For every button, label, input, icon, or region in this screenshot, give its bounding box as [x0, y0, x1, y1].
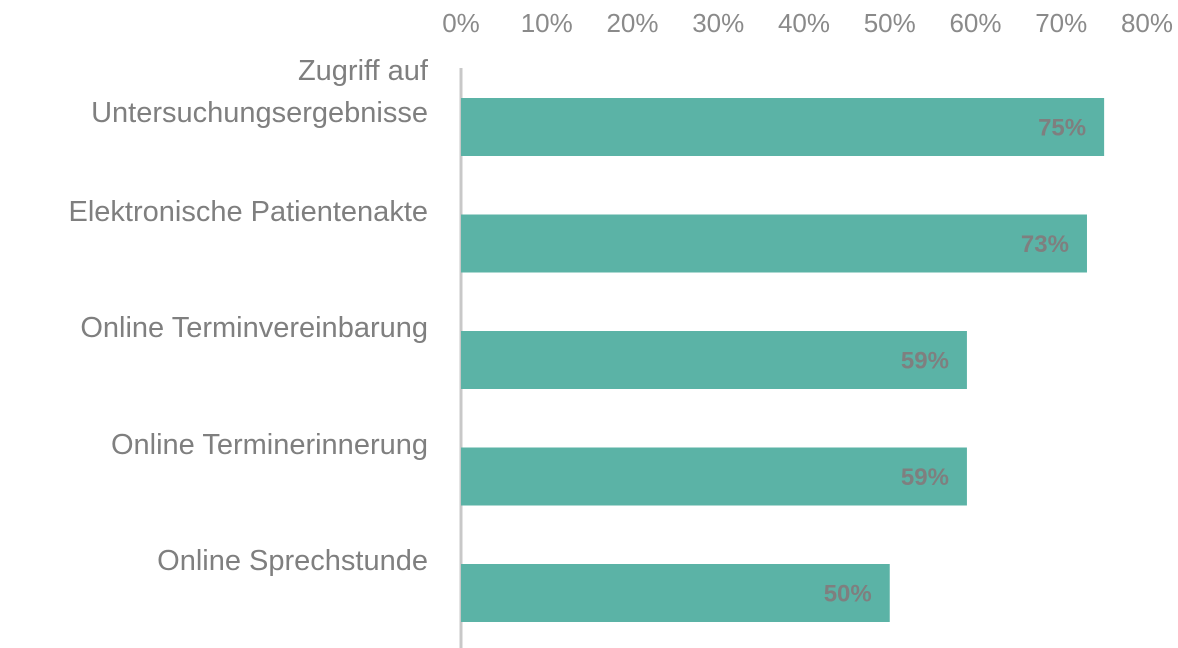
x-tick-label: 20% — [606, 8, 658, 38]
value-label: 59% — [901, 464, 949, 491]
x-tick-label: 30% — [692, 8, 744, 38]
x-tick-label: 50% — [864, 8, 916, 38]
bar — [461, 215, 1087, 273]
x-tick-label: 40% — [778, 8, 830, 38]
category-label: Online Sprechstunde — [0, 540, 428, 582]
category-label: Online Terminvereinbarung — [0, 307, 428, 349]
x-tick-label: 0% — [442, 8, 480, 38]
bar — [461, 331, 967, 389]
category-label: Elektronische Patientenakte — [0, 191, 428, 233]
chart: 0% 10% 20% 30% 40% 50% 60% 70% 80% 75% 73% 59% 59% 50… — [0, 0, 1178, 648]
bar — [461, 98, 1104, 156]
category-label: Online Terminerinnerung — [0, 424, 428, 466]
x-tick-label: 60% — [949, 8, 1001, 38]
x-tick-label: 10% — [521, 8, 573, 38]
value-label: 75% — [1038, 114, 1086, 141]
value-label: 59% — [901, 347, 949, 374]
value-label: 73% — [1021, 231, 1069, 258]
bar — [461, 448, 967, 506]
x-tick-label: 70% — [1035, 8, 1087, 38]
category-label: Zugriff auf Untersuchungsergebnisse — [0, 50, 428, 134]
value-label: 50% — [824, 580, 872, 607]
x-tick-label: 80% — [1121, 8, 1173, 38]
